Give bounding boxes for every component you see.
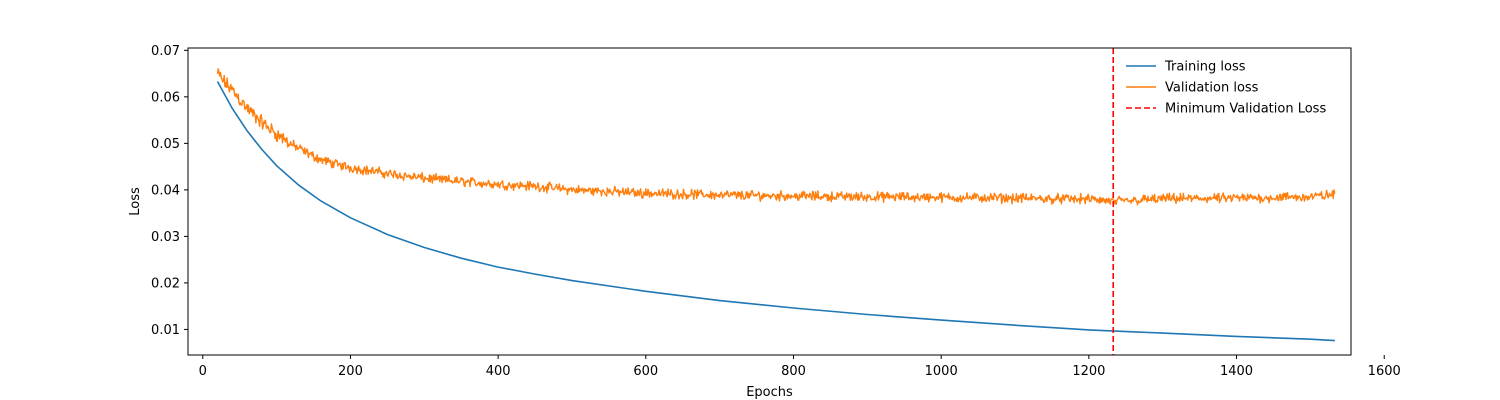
x-tick-label: 1000 [925,364,958,379]
x-tick-label: 0 [199,364,207,379]
y-tick-label: 0.01 [151,323,180,338]
y-tick-label: 0.04 [151,183,180,198]
legend: Training loss Validation loss Minimum Vali… [1126,60,1326,117]
y-tick-label: 0.05 [151,137,180,152]
x-tick-label: 200 [338,364,363,379]
x-tick-label: 1200 [1072,364,1105,379]
x-tick-label: 800 [781,364,806,379]
y-tick-label: 0.06 [151,90,180,105]
legend-label: Validation loss [1165,81,1259,96]
y-tick-label: 0.02 [151,276,180,291]
ticks-layer: 0 200 400 600 800 1000 1200 1400 1600 0.01 0.02 0.0… [151,44,1401,379]
y-axis-label: Loss [128,187,143,216]
x-tick-label: 1600 [1368,364,1401,379]
series-layer [216,48,1336,355]
y-tick-label: 0.07 [151,44,180,59]
training-loss-line [216,81,1335,342]
validation-loss-line [216,68,1336,206]
x-tick-label: 1400 [1220,364,1253,379]
x-tick-label: 600 [633,364,658,379]
y-tick-label: 0.03 [151,230,180,245]
x-axis-label: Epochs [746,385,793,400]
plot-frame [187,47,1352,356]
x-tick-label: 400 [486,364,511,379]
legend-label: Minimum Validation Loss [1165,102,1326,117]
legend-label: Training loss [1164,60,1246,75]
